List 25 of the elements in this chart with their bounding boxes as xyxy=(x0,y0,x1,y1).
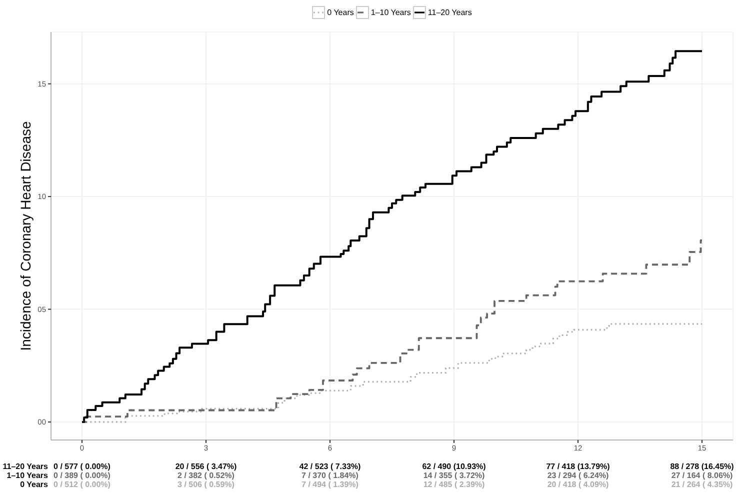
text: 88 / 278 (16.45%) xyxy=(670,462,734,471)
text: 7 / 370 ( 1.84%) xyxy=(302,471,358,480)
text: 0 / 512 ( 0.00%) xyxy=(54,480,110,489)
legend-label: 1–10 Years xyxy=(370,8,411,17)
text: 27 / 164 ( 8.06%) xyxy=(671,471,733,480)
y-axis-title: Incidence of Coronary Heart Disease xyxy=(17,121,34,351)
text: 42 / 523 ( 7.33%) xyxy=(299,462,361,471)
legend-label: 0 Years xyxy=(327,8,354,17)
text: 3 / 506 ( 0.59%) xyxy=(178,480,234,489)
text: 77 / 418 (13.79%) xyxy=(546,462,610,471)
text: 2 / 382 ( 0.52%) xyxy=(178,471,234,480)
text: 23 / 294 ( 6.24%) xyxy=(547,471,609,480)
text: 7 / 494 ( 1.39%) xyxy=(302,480,358,489)
text: 0 Years xyxy=(20,480,48,489)
text: 14 / 355 ( 3.72%) xyxy=(423,471,485,480)
legend-label: 11–20 Years xyxy=(428,8,472,17)
text: 1–10 Years xyxy=(6,471,48,480)
text: 20 / 556 ( 3.47%) xyxy=(175,462,237,471)
text: 21 / 264 ( 4.35%) xyxy=(671,480,733,489)
text: 11–20 Years xyxy=(2,462,48,471)
text: 20 / 418 ( 4.09%) xyxy=(547,480,609,489)
text: 62 / 490 (10.93%) xyxy=(422,462,486,471)
text: 12 / 485 ( 2.39%) xyxy=(423,480,485,489)
text: 0 / 577 ( 0.00%) xyxy=(54,462,110,471)
text: 0 / 389 ( 0.00%) xyxy=(54,471,110,480)
